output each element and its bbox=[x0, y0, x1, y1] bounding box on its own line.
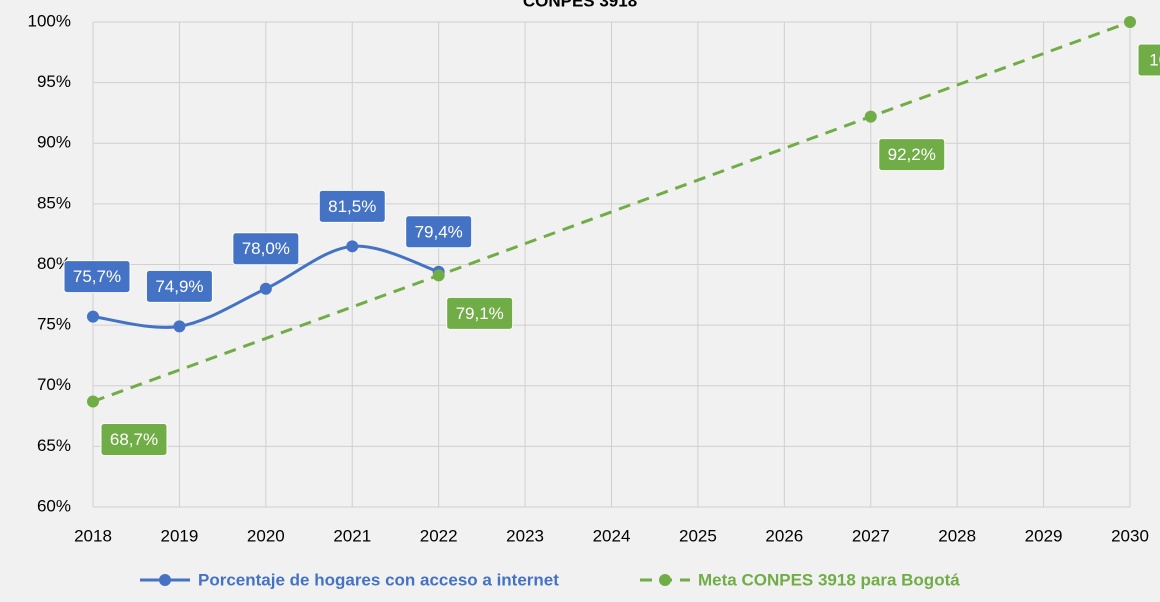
data-label: 81,5% bbox=[328, 197, 376, 216]
legend-label: Meta CONPES 3918 para Bogotá bbox=[698, 570, 960, 589]
x-tick-label: 2018 bbox=[74, 526, 112, 545]
data-label: 75,7% bbox=[73, 267, 121, 286]
x-tick-label: 2020 bbox=[247, 526, 285, 545]
data-label-box bbox=[63, 260, 131, 294]
x-tick-label: 2030 bbox=[1111, 526, 1149, 545]
data-label-box bbox=[232, 232, 300, 266]
x-tick-label: 2028 bbox=[938, 526, 976, 545]
data-label: 74,9% bbox=[155, 277, 203, 296]
point bbox=[173, 320, 186, 333]
legend-marker bbox=[159, 574, 171, 586]
point bbox=[259, 282, 272, 295]
data-label-box bbox=[405, 215, 473, 249]
data-label: 68,7% bbox=[110, 430, 158, 449]
legend-label: Porcentaje de hogares con acceso a inter… bbox=[198, 570, 559, 589]
data-label-box bbox=[318, 189, 386, 223]
y-tick-label: 75% bbox=[37, 315, 71, 334]
data-label-box bbox=[446, 296, 514, 330]
y-tick-label: 90% bbox=[37, 133, 71, 152]
y-tick-label: 95% bbox=[37, 72, 71, 91]
x-tick-label: 2023 bbox=[506, 526, 544, 545]
x-tick-label: 2029 bbox=[1025, 526, 1063, 545]
point bbox=[87, 310, 99, 323]
point bbox=[346, 240, 359, 253]
x-tick-label: 2025 bbox=[679, 526, 717, 545]
x-tick-label: 2019 bbox=[161, 526, 199, 545]
x-tick-label: 2021 bbox=[333, 526, 371, 545]
chart-title: CONPES 3918 bbox=[523, 0, 637, 10]
point bbox=[432, 269, 445, 282]
data-label: 79,1% bbox=[456, 304, 504, 323]
data-label: 100% bbox=[1149, 50, 1160, 69]
y-tick-label: 85% bbox=[37, 193, 71, 212]
point bbox=[1124, 16, 1136, 28]
x-tick-label: 2024 bbox=[593, 526, 631, 545]
point bbox=[864, 110, 877, 123]
y-tick-label: 80% bbox=[37, 254, 71, 273]
data-label-box bbox=[1137, 43, 1160, 77]
data-label: 92,2% bbox=[888, 145, 936, 164]
y-tick-label: 65% bbox=[37, 436, 71, 455]
y-tick-label: 60% bbox=[37, 496, 71, 515]
point bbox=[87, 395, 99, 408]
data-label: 78,0% bbox=[242, 239, 290, 258]
x-tick-label: 2022 bbox=[420, 526, 458, 545]
data-label: 79,4% bbox=[415, 222, 463, 241]
data-label-box bbox=[145, 269, 213, 303]
y-tick-label: 100% bbox=[28, 11, 71, 30]
x-tick-label: 2027 bbox=[852, 526, 890, 545]
data-label-box bbox=[100, 423, 168, 457]
data-label-box bbox=[878, 138, 946, 172]
line bbox=[92, 20, 1131, 403]
y-tick-label: 70% bbox=[37, 375, 71, 394]
x-tick-label: 2026 bbox=[765, 526, 803, 545]
legend-marker bbox=[659, 574, 671, 586]
